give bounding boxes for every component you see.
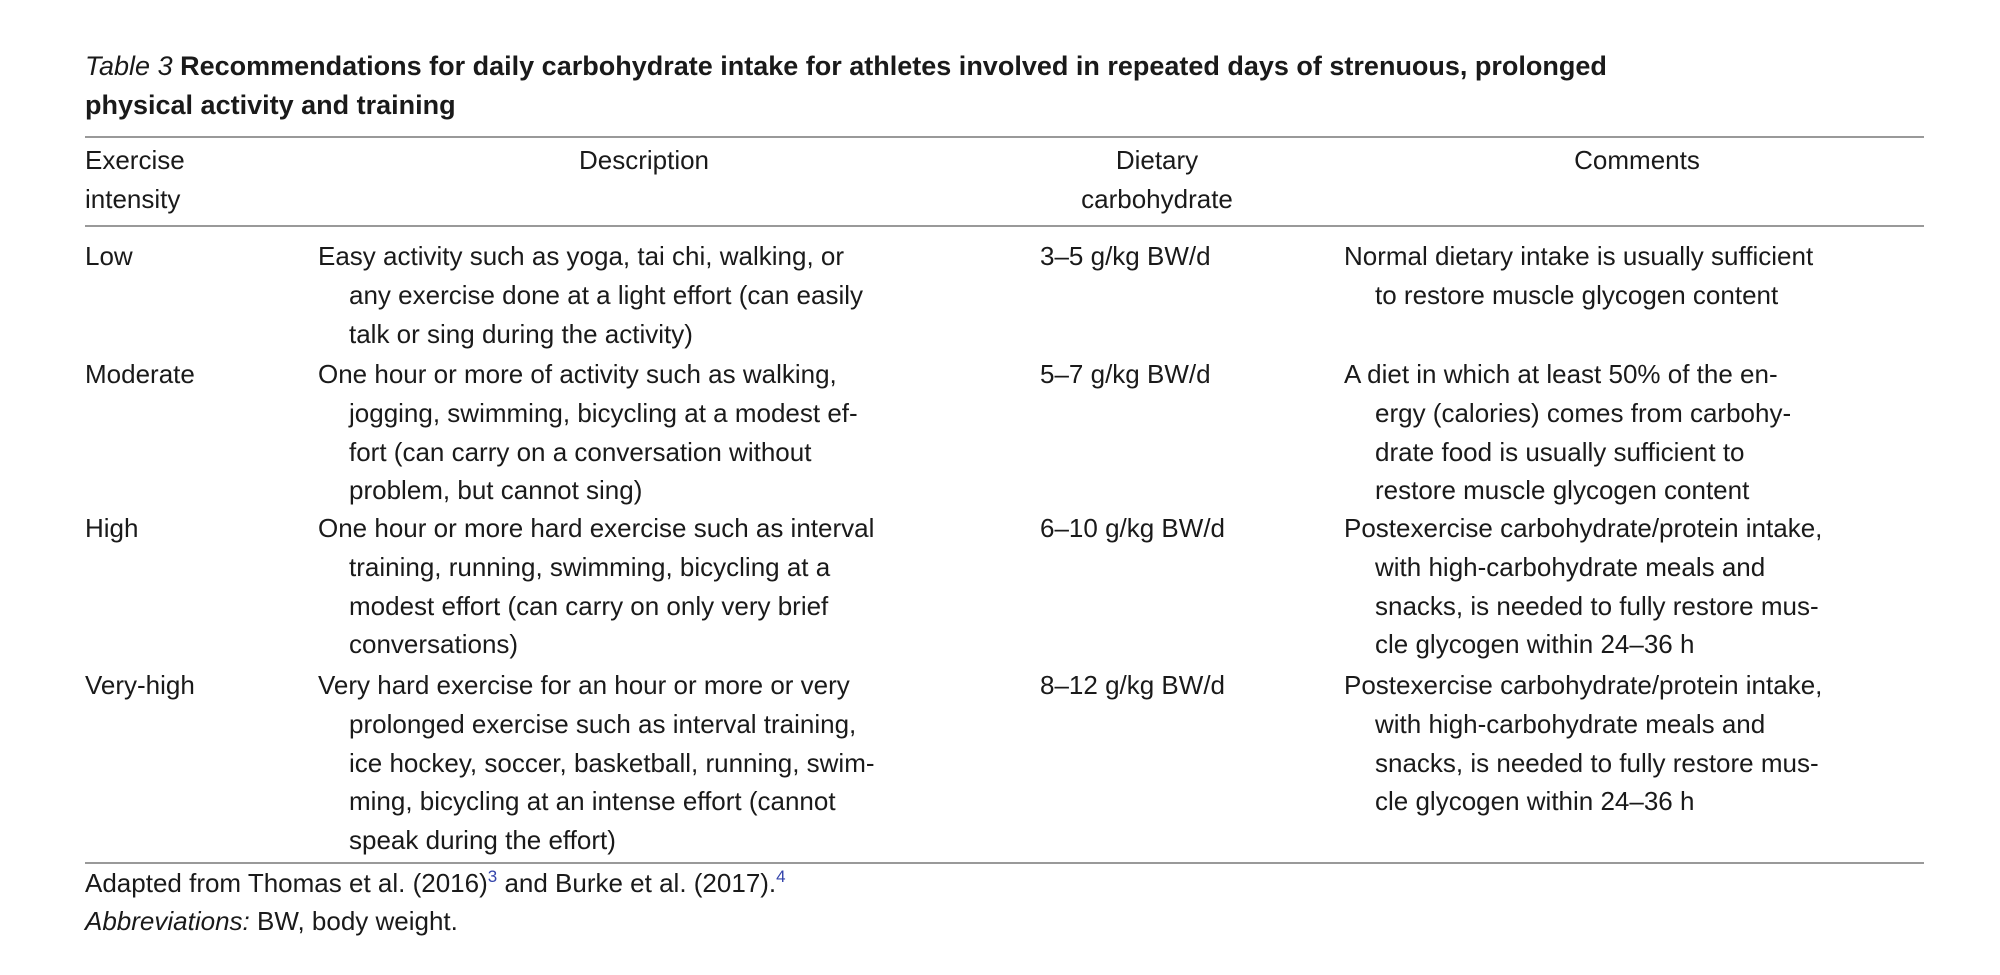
abbr-text: BW, body weight.: [257, 906, 458, 936]
caption: Table 3 Recommendations for daily carboh…: [85, 47, 1607, 86]
cell-line: with high-carbohydrate meals and: [1375, 551, 1766, 582]
cell-line: restore muscle glycogen content: [1375, 475, 1750, 506]
cell-line: One hour or more of activity such as wal…: [318, 359, 837, 389]
cell-line: ergy (calories) comes from carbohy-: [1375, 397, 1792, 428]
source: Adapted from Thomas et al. (2016): [85, 868, 488, 898]
cell-line: 5–7 g/kg BW/d: [1040, 359, 1211, 389]
caption: physical activity and training: [85, 86, 456, 125]
cell-line: cle glycogen within 24–36 h: [1375, 786, 1695, 817]
caption-title: physical activity and training: [85, 90, 456, 120]
cell-line: modest effort (can carry on only very br…: [349, 590, 829, 621]
header-cell: carbohydrate: [1081, 183, 1233, 214]
cell-line: with high-carbohydrate meals and: [1375, 708, 1766, 739]
cell-line: prolonged exercise such as interval trai…: [349, 708, 857, 739]
cell-line: any exercise done at a light effort (can…: [349, 279, 864, 310]
source-note: Adapted from Thomas et al. (2016)3 and B…: [85, 864, 786, 903]
cell-line: 6–10 g/kg BW/d: [1040, 513, 1225, 543]
source: and Burke et al. (2017).: [504, 868, 777, 898]
cell-line: One hour or more hard exercise such as i…: [318, 513, 875, 543]
abbr-label: Abbreviations:: [85, 906, 250, 936]
cell-line: Moderate: [85, 359, 195, 389]
cell-line: Low: [85, 241, 133, 271]
bottom-rule: [85, 862, 1924, 864]
cell-line: Postexercise carbohydrate/protein intake…: [1344, 670, 1823, 700]
cell-line: Very hard exercise for an hour or more o…: [318, 670, 850, 700]
top-rule: [85, 136, 1924, 138]
header-cell: Exercise: [85, 145, 185, 175]
cell-line: Postexercise carbohydrate/protein intake…: [1344, 513, 1823, 543]
cell-line: Easy activity such as yoga, tai chi, wal…: [318, 241, 845, 271]
cell-line: drate food is usually sufficient to: [1375, 436, 1745, 467]
cell-line: speak during the effort): [349, 825, 616, 856]
reference: 4: [776, 867, 786, 886]
cell-line: ming, bicycling at an intense effort (ca…: [349, 786, 836, 817]
cell-line: conversations): [349, 629, 519, 660]
cell-line: Normal dietary intake is usually suffici…: [1344, 241, 1814, 271]
cell-line: cle glycogen within 24–36 h: [1375, 629, 1695, 660]
header-cell: Comments: [1574, 145, 1700, 175]
header-cell: Dietary: [1115, 145, 1199, 175]
caption-title: Recommendations for daily carbohydrate i…: [180, 51, 1607, 81]
cell-line: 3–5 g/kg BW/d: [1040, 241, 1211, 271]
header-cell: Description: [578, 145, 710, 175]
cell-line: jogging, swimming, bicycling at a modest…: [349, 397, 858, 428]
cell-line: 8–12 g/kg BW/d: [1040, 670, 1225, 700]
cell-line: problem, but cannot sing): [349, 475, 643, 506]
header-cell: intensity: [85, 183, 181, 214]
cell-line: training, running, swimming, bicycling a…: [349, 551, 831, 582]
cell-line: High: [85, 513, 139, 543]
header-rule: [85, 225, 1924, 227]
abbreviations: Abbreviations: BW, body weight.: [85, 902, 458, 941]
cell-line: snacks, is needed to fully restore mus-: [1375, 747, 1819, 778]
cell-line: ice hockey, soccer, basketball, running,…: [349, 747, 875, 778]
cell-line: fort (can carry on a conversation withou…: [349, 436, 812, 467]
cell-line: snacks, is needed to fully restore mus-: [1375, 590, 1819, 621]
cell-line: to restore muscle glycogen content: [1375, 279, 1779, 310]
cell-line: talk or sing during the activity): [349, 318, 693, 349]
caption-label: Table 3: [85, 51, 173, 81]
cell-line: Very-high: [85, 670, 195, 700]
cell-line: A diet in which at least 50% of the en-: [1344, 359, 1778, 389]
reference: 3: [487, 867, 498, 886]
